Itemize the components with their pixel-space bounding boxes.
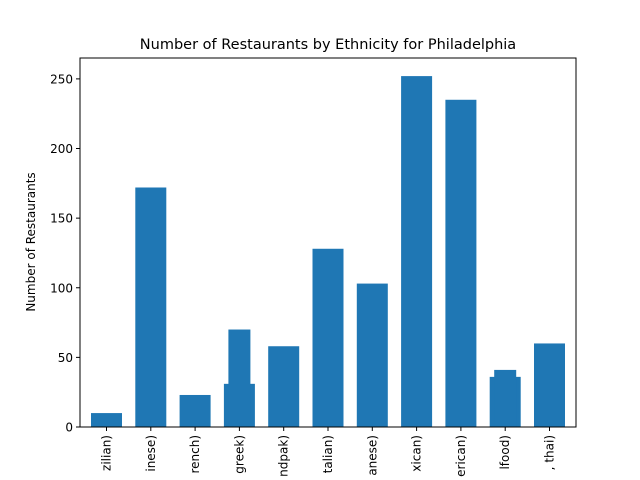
y-tick-label: 200 xyxy=(50,142,73,156)
x-tick-label: rench) xyxy=(188,435,202,474)
y-tick-label: 150 xyxy=(50,212,73,226)
x-tick-label: lfood) xyxy=(498,435,512,470)
x-tick-label: , thai) xyxy=(543,435,557,470)
x-tick-label: xican) xyxy=(410,435,424,472)
x-tick-label: greek) xyxy=(232,435,246,474)
bar xyxy=(534,343,565,427)
y-ticks: 0 50 100 150 200 250 xyxy=(50,72,80,435)
x-ticks: zilian) inese) rench) greek) ndpak) talian) an… xyxy=(100,427,557,477)
bars-group xyxy=(91,76,565,428)
overlay-bar xyxy=(228,329,251,427)
chart-title: Number of Restaurants by Ethnicity for P… xyxy=(140,37,516,53)
bar xyxy=(135,187,167,427)
bar xyxy=(91,413,122,427)
y-tick-label: 50 xyxy=(58,351,73,365)
x-tick-label: erican) xyxy=(454,435,468,477)
bar xyxy=(312,248,344,427)
x-tick-label: talian) xyxy=(321,435,335,473)
x-tick-label: inese) xyxy=(144,435,158,472)
y-tick-label: 250 xyxy=(50,72,73,86)
y-tick-label: 100 xyxy=(50,281,73,295)
bar xyxy=(268,346,300,427)
bar xyxy=(401,76,433,428)
overlay-bar xyxy=(494,369,517,427)
x-tick-label: ndpak) xyxy=(277,435,291,477)
y-tick-label: 0 xyxy=(65,421,73,435)
x-tick-label: anese) xyxy=(365,435,379,476)
bar xyxy=(445,99,477,427)
x-tick-label: zilian) xyxy=(100,435,114,471)
bar xyxy=(356,283,388,427)
bar xyxy=(179,394,211,427)
plot-frame xyxy=(79,57,577,428)
y-axis-label: Number of Restaurants xyxy=(24,172,38,311)
